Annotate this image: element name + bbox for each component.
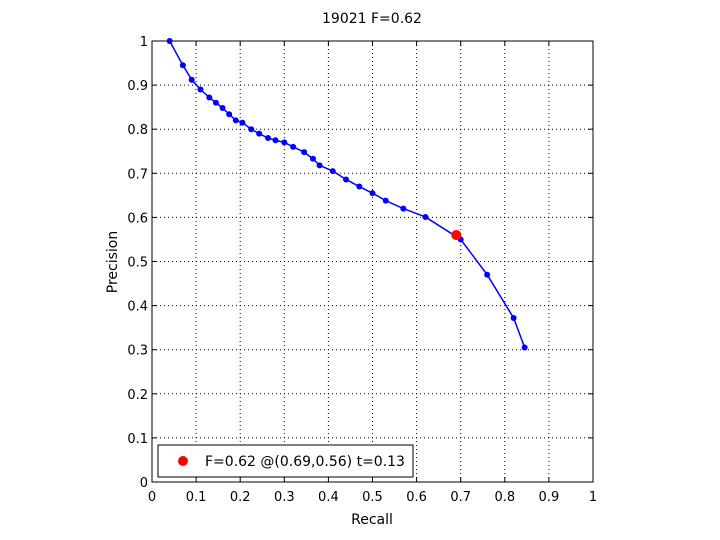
- x-tick-label: 0.1: [186, 490, 207, 505]
- grid-lines: [152, 41, 593, 482]
- legend: F=0.62 @(0.69,0.56) t=0.13: [157, 444, 414, 478]
- legend-box: [157, 444, 414, 478]
- x-tick-label: 0.4: [318, 490, 339, 505]
- x-tick-label: 0: [148, 490, 156, 505]
- y-axis: 0 0.1 0.2 0.3 0.4 0.5 0.6 0.7 0.8 0.9 1: [127, 35, 593, 491]
- data-point: [166, 38, 173, 44]
- series-line: [168, 40, 526, 348]
- data-point: [309, 155, 316, 162]
- data-point: [212, 99, 219, 106]
- x-axis-label: Recall: [351, 512, 393, 528]
- data-point: [329, 168, 336, 175]
- data-point: [382, 197, 389, 204]
- data-point: [281, 139, 288, 146]
- data-point: [248, 126, 255, 133]
- y-tick-label: 0.4: [127, 300, 148, 315]
- best-f-point: [451, 230, 462, 241]
- data-point: [356, 183, 363, 190]
- y-tick-label: 0.5: [127, 256, 148, 271]
- data-point: [188, 76, 195, 83]
- data-point: [290, 143, 297, 150]
- data-point: [400, 205, 407, 212]
- data-point: [272, 137, 279, 144]
- x-tick-label: 0.9: [539, 490, 560, 505]
- x-tick-label: 0.5: [362, 490, 383, 505]
- y-tick-label: 0: [140, 476, 148, 491]
- x-tick-label: 1: [589, 490, 597, 505]
- x-tick-label: 0.6: [406, 490, 427, 505]
- data-point: [343, 176, 350, 183]
- data-point: [256, 130, 263, 137]
- y-tick-label: 0.6: [127, 211, 148, 226]
- best-point-group: [451, 230, 462, 241]
- x-tick-label: 0.8: [494, 490, 515, 505]
- x-tick-label: 0.2: [230, 490, 251, 505]
- data-point: [484, 271, 491, 278]
- data-point: [422, 213, 429, 220]
- data-point: [226, 111, 233, 118]
- y-tick-label: 0.2: [127, 388, 148, 403]
- data-point: [232, 117, 239, 124]
- x-axis: 0 0.1 0.2 0.3 0.4 0.5 0.6 0.7 0.8 0.9 1: [148, 41, 597, 505]
- y-axis-label: Precision: [105, 231, 121, 293]
- legend-label: F=0.62 @(0.69,0.56) t=0.13: [205, 454, 405, 470]
- data-point: [521, 344, 528, 351]
- data-point: [316, 162, 323, 169]
- data-point: [206, 94, 213, 101]
- data-point: [239, 119, 246, 126]
- y-tick-label: 0.3: [127, 344, 148, 359]
- y-tick-label: 1: [140, 35, 148, 50]
- series-group: [166, 38, 528, 351]
- chart-title: 19021 F=0.62: [322, 11, 422, 27]
- data-point: [179, 62, 186, 69]
- data-point: [219, 105, 226, 112]
- data-point: [264, 135, 271, 142]
- x-tick-label: 0.7: [450, 490, 471, 505]
- legend-marker: [178, 456, 188, 466]
- y-tick-label: 0.8: [127, 123, 148, 138]
- data-point: [369, 190, 376, 197]
- y-tick-label: 0.7: [127, 167, 148, 182]
- data-point: [197, 86, 204, 93]
- y-tick-label: 0.1: [127, 432, 148, 447]
- data-point: [301, 149, 308, 156]
- x-tick-label: 0.3: [274, 490, 295, 505]
- data-point: [510, 314, 517, 321]
- y-tick-label: 0.9: [127, 79, 148, 94]
